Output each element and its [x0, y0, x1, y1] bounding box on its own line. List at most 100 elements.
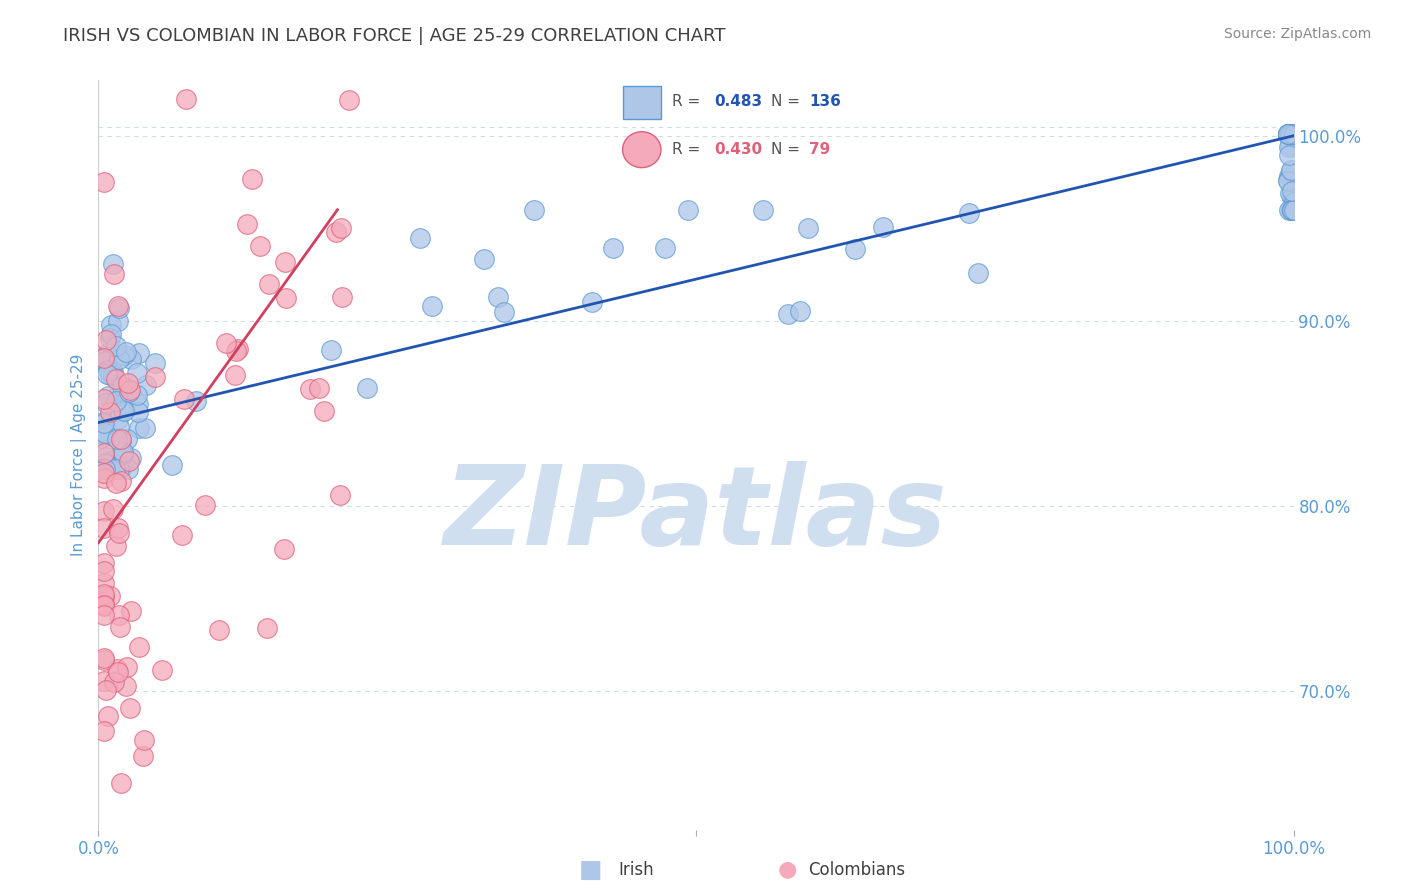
Point [236, 217, 259, 231]
Point [312, 404, 335, 418]
Point [90, 431, 112, 445]
Point [89, 462, 111, 476]
Point [93, 674, 115, 689]
Text: Irish: Irish [619, 861, 654, 879]
Point [1277, 127, 1299, 141]
Point [111, 444, 134, 458]
Text: R =: R = [672, 95, 704, 110]
Point [110, 776, 132, 790]
Point [120, 352, 142, 367]
Point [330, 290, 353, 304]
Point [143, 356, 166, 370]
Point [1282, 127, 1305, 141]
Point [1281, 127, 1303, 141]
Point [97, 363, 120, 377]
Point [1277, 127, 1299, 141]
Point [94, 429, 117, 443]
Point [132, 732, 155, 747]
Point [132, 748, 155, 763]
Y-axis label: In Labor Force | Age 25-29: In Labor Force | Age 25-29 [72, 354, 87, 556]
Point [173, 392, 195, 406]
Point [101, 368, 124, 382]
Point [93, 425, 115, 440]
Text: ■: ■ [579, 858, 602, 881]
Point [127, 397, 149, 411]
Point [93, 445, 115, 459]
Point [1279, 162, 1302, 177]
Point [105, 539, 128, 553]
Point [1277, 127, 1299, 141]
Text: N =: N = [770, 142, 804, 157]
Point [356, 381, 378, 395]
Point [107, 665, 129, 679]
Text: 79: 79 [808, 142, 831, 157]
Point [100, 458, 122, 473]
Point [797, 221, 820, 235]
Point [115, 432, 138, 446]
Point [1281, 191, 1303, 205]
Point [274, 255, 297, 269]
Point [128, 640, 150, 655]
Point [1281, 127, 1303, 141]
Point [150, 663, 173, 677]
Point [1277, 127, 1299, 141]
Point [249, 238, 271, 252]
Point [1281, 173, 1303, 187]
Point [581, 295, 603, 310]
Point [329, 220, 352, 235]
Point [1279, 127, 1302, 141]
Point [162, 458, 184, 473]
Point [115, 345, 138, 359]
Point [1282, 127, 1305, 141]
Point [96, 347, 118, 361]
Point [602, 241, 624, 255]
Point [1279, 127, 1302, 141]
Point [273, 541, 295, 556]
Text: ZIPatlas: ZIPatlas [444, 461, 948, 568]
Point [91, 425, 114, 440]
Text: R =: R = [672, 142, 704, 157]
Point [1277, 174, 1299, 188]
Point [93, 466, 115, 480]
Point [96, 367, 118, 381]
Point [1277, 127, 1299, 141]
Point [93, 471, 115, 485]
Point [111, 447, 134, 461]
Point [107, 300, 129, 314]
Point [1282, 127, 1305, 141]
Point [176, 92, 198, 106]
Point [1279, 138, 1302, 153]
Point [134, 420, 156, 434]
Point [111, 402, 134, 417]
Point [100, 318, 122, 332]
Point [93, 599, 115, 613]
Point [93, 564, 115, 578]
Point [274, 291, 297, 305]
Point [1278, 202, 1301, 217]
Point [98, 331, 121, 345]
Point [105, 462, 128, 476]
Point [108, 608, 131, 623]
Point [1279, 127, 1302, 141]
Point [226, 343, 249, 357]
Point [967, 266, 990, 280]
Point [93, 556, 115, 570]
Point [1278, 169, 1301, 183]
Point [1279, 127, 1302, 141]
Point [94, 353, 117, 368]
Point [337, 93, 360, 107]
Point [107, 412, 129, 426]
Point [103, 365, 125, 379]
Point [97, 457, 120, 471]
Point [1282, 188, 1305, 202]
Point [776, 307, 799, 321]
Point [104, 462, 127, 476]
Point [215, 336, 238, 351]
Point [100, 326, 122, 341]
Point [101, 502, 124, 516]
Point [107, 314, 129, 328]
Point [1282, 127, 1305, 141]
Point [1279, 127, 1302, 141]
Point [108, 619, 131, 633]
Point [409, 231, 432, 245]
